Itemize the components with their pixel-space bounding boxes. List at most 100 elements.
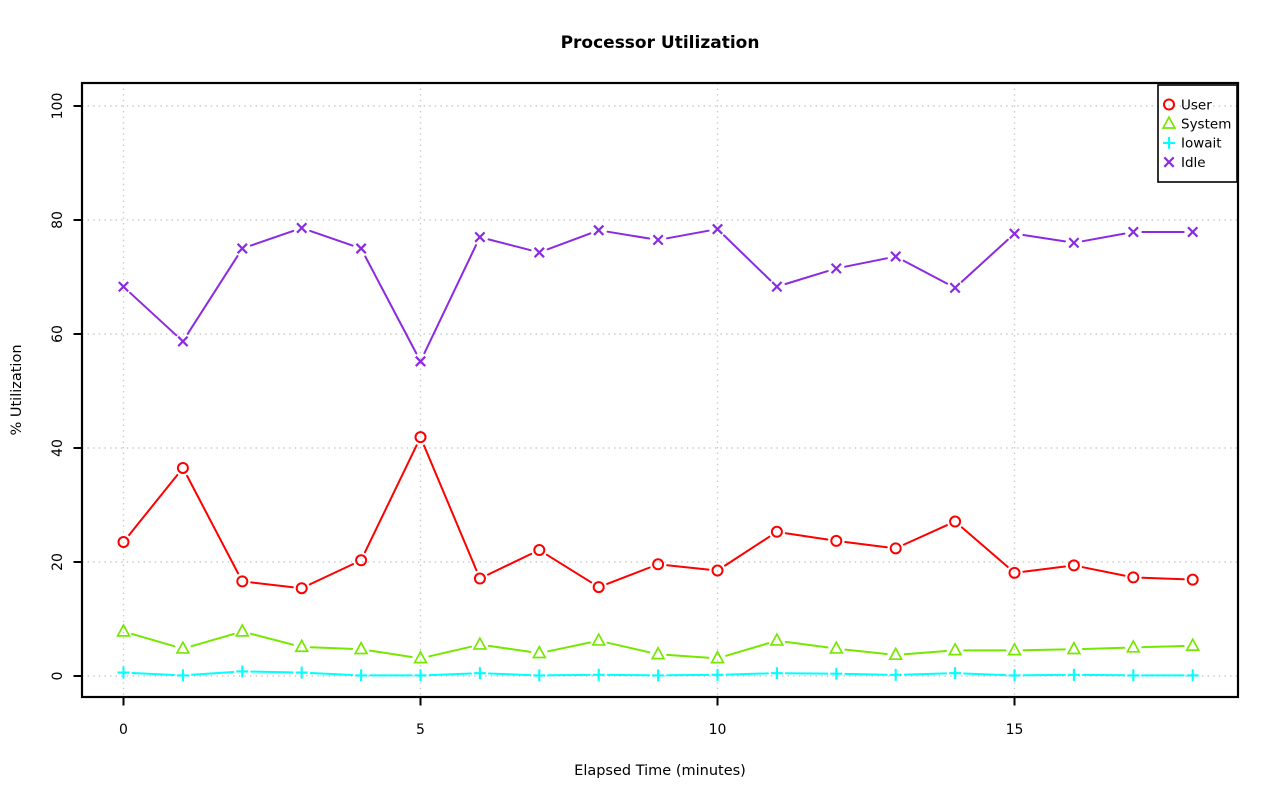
marker-plus <box>117 666 130 679</box>
marker-circle <box>711 564 724 577</box>
marker-triangle <box>947 642 963 656</box>
series-line <box>128 444 1185 589</box>
marker-x <box>533 247 545 258</box>
y-tick-labels: 0 20 40 60 80 100 <box>50 93 66 681</box>
axis-ticks <box>73 105 1016 706</box>
marker-triangle <box>650 646 666 660</box>
marker-triangle <box>353 640 369 655</box>
marker-triangle <box>1125 639 1141 653</box>
marker-plus <box>1067 668 1080 681</box>
legend-label: User <box>1181 97 1212 113</box>
marker-x <box>236 243 248 254</box>
marker-x <box>949 282 961 294</box>
marker-x <box>177 335 189 347</box>
marker-x <box>415 355 426 367</box>
plot-frame <box>80 81 1240 699</box>
marker-x <box>771 281 783 293</box>
plot-area: 0 20 40 60 80 100 0 5 10 15 User System Iowait Idle <box>50 81 1240 738</box>
x-tick-labels: 0 5 10 15 <box>119 722 1023 738</box>
marker-circle <box>1127 571 1140 584</box>
marker-x <box>1187 226 1199 238</box>
marker-circle <box>533 544 546 557</box>
legend: User System Iowait Idle <box>1157 84 1238 183</box>
legend-label: Idle <box>1181 155 1206 171</box>
marker-circle <box>1067 559 1080 572</box>
marker-circle <box>176 461 189 474</box>
y-tick-label: 60 <box>50 325 66 343</box>
marker-triangle <box>769 632 785 646</box>
marker-triangle <box>591 632 607 646</box>
marker-circle <box>117 536 130 549</box>
marker-plus <box>770 667 783 680</box>
marker-x <box>474 231 486 243</box>
marker-triangle <box>413 650 428 664</box>
marker-x <box>1163 156 1175 168</box>
series-user <box>117 431 1199 595</box>
marker-triangle <box>531 644 547 659</box>
marker-circle <box>1163 98 1175 111</box>
marker-circle <box>949 515 962 528</box>
marker-circle <box>652 558 665 571</box>
marker-x <box>593 224 605 236</box>
marker-circle <box>1186 573 1199 586</box>
y-tick-label: 100 <box>50 93 66 120</box>
series-line <box>129 229 1185 355</box>
x-axis-label: Elapsed Time (minutes) <box>574 763 746 779</box>
marker-circle <box>592 581 605 594</box>
marker-plus <box>533 669 546 682</box>
y-tick-label: 40 <box>50 439 66 457</box>
marker-plus <box>176 669 189 682</box>
marker-plus <box>1008 669 1021 682</box>
marker-circle <box>770 525 783 538</box>
x-tick-label: 5 <box>416 722 425 738</box>
series-line <box>131 670 1185 677</box>
marker-x <box>355 243 367 254</box>
y-tick-label: 20 <box>50 553 66 571</box>
marker-circle <box>295 582 308 595</box>
marker-x <box>1127 226 1139 238</box>
marker-plus <box>949 667 962 680</box>
marker-x <box>296 222 308 234</box>
marker-plus <box>652 669 665 682</box>
marker-circle <box>355 554 368 567</box>
marker-x <box>1068 237 1080 249</box>
marker-plus <box>1127 669 1140 682</box>
x-tick-label: 0 <box>119 722 128 738</box>
legend-label: System <box>1181 117 1231 133</box>
marker-triangle <box>116 623 131 637</box>
marker-triangle <box>1185 637 1201 651</box>
marker-triangle <box>888 646 904 661</box>
series-idle <box>118 222 1199 367</box>
marker-triangle <box>234 623 250 637</box>
marker-triangle <box>1161 115 1177 129</box>
marker-x <box>1009 228 1020 240</box>
marker-circle <box>830 534 843 547</box>
marker-x <box>712 223 723 235</box>
marker-triangle <box>828 640 844 654</box>
marker-x <box>652 234 664 246</box>
x-tick-label: 10 <box>709 722 727 738</box>
y-tick-label: 80 <box>50 211 66 229</box>
marker-plus <box>889 668 902 681</box>
marker-circle <box>1008 566 1021 579</box>
marker-plus <box>236 665 249 678</box>
x-tick-label: 15 <box>1006 722 1024 738</box>
series-iowait <box>117 665 1199 682</box>
marker-triangle <box>710 650 725 664</box>
marker-triangle <box>1066 640 1082 655</box>
marker-plus <box>355 669 368 682</box>
marker-plus <box>473 667 486 680</box>
series-line <box>131 632 1185 659</box>
marker-triangle <box>175 640 191 654</box>
chart-title: Processor Utilization <box>561 33 760 53</box>
marker-plus <box>592 668 605 681</box>
marker-circle <box>236 575 249 588</box>
y-tick-label: 0 <box>50 672 66 681</box>
marker-plus <box>711 668 724 681</box>
marker-circle <box>414 431 427 444</box>
marker-x <box>890 251 902 262</box>
marker-circle <box>889 542 902 555</box>
marker-x <box>830 262 842 274</box>
marker-triangle <box>1007 642 1022 656</box>
